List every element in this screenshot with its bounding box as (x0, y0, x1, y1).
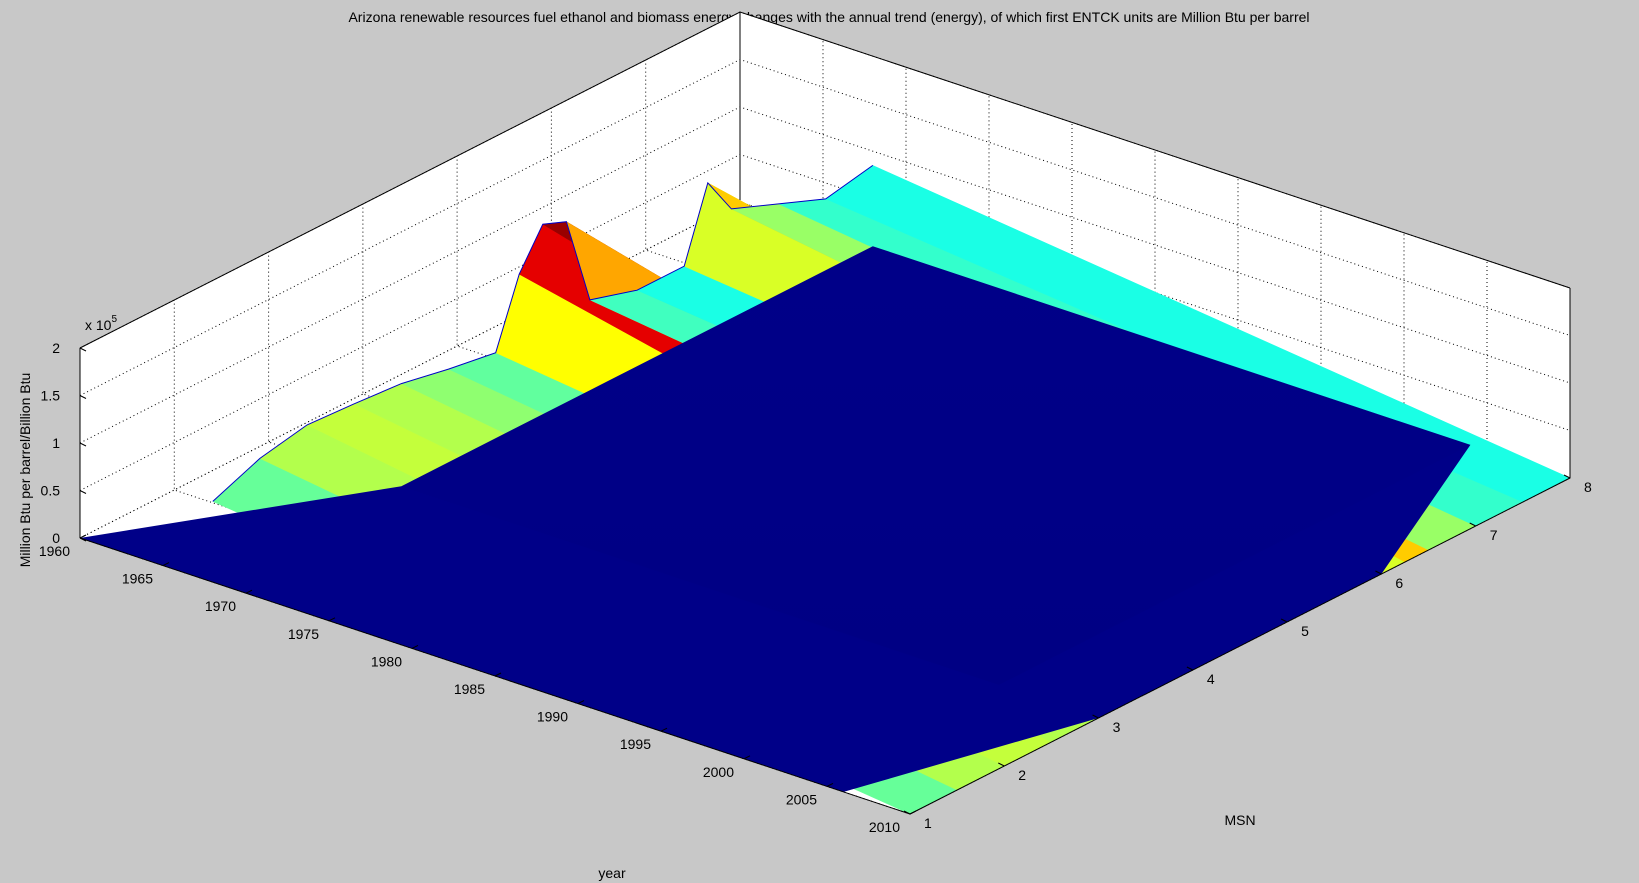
x-tick-mark (494, 672, 502, 677)
x-tick-mark (411, 644, 419, 649)
z-axis-label: Million Btu per barrel/Billion Btu (17, 373, 33, 568)
z-tick-label: 1 (52, 435, 60, 451)
z-tick-mark (79, 537, 87, 542)
tick-labels: 1960 1965 1970 1975 1980 1985 1990 1995 2000 2005… (39, 340, 1592, 835)
x-tick-label: 2000 (703, 764, 734, 780)
z-tick-mark (79, 442, 87, 447)
x-tick-mark (245, 589, 253, 594)
z-tick-label: 1.5 (41, 388, 61, 404)
grid-line-z (79, 106, 1571, 444)
surface-crest (212, 164, 874, 502)
x-tick-label: 2005 (786, 791, 817, 807)
surface (80, 164, 1571, 815)
x-tick-label: 1975 (288, 626, 319, 642)
y-tick-mark (1280, 618, 1288, 623)
x-tick-mark (909, 810, 917, 815)
chart-title: Arizona renewable resources fuel ethanol… (348, 9, 1309, 25)
x-tick-label: 1965 (122, 571, 153, 587)
y-tick-mark (1563, 474, 1571, 479)
y-tick-label: 3 (1113, 719, 1121, 735)
grid-line-z (79, 153, 1571, 491)
x-tick-label: 2010 (869, 819, 900, 835)
x-tick-mark (577, 700, 585, 705)
y-tick-label: 5 (1301, 623, 1309, 639)
y-tick-mark (1469, 522, 1476, 527)
x-tick-mark (743, 755, 751, 760)
x-axis-label: year (598, 865, 626, 881)
y-tick-label: 4 (1207, 671, 1215, 687)
x-tick-label: 1990 (537, 709, 568, 725)
x-tick-label: 1985 (454, 681, 485, 697)
x-tick-mark (826, 782, 834, 787)
y-tick-label: 6 (1395, 575, 1403, 591)
y-tick-mark (1375, 570, 1382, 575)
y-tick-label: 8 (1584, 479, 1592, 495)
y-axis-line (909, 477, 1571, 815)
grid-line-z (79, 11, 1571, 349)
y-tick-label: 7 (1490, 527, 1498, 543)
z-exponent-label: x 105 (85, 314, 117, 333)
y-tick-mark (903, 810, 911, 815)
z-tick-label: 0.5 (41, 483, 61, 499)
x-tick-mark (79, 534, 87, 539)
z-tick-mark (79, 490, 87, 494)
y-tick-label: 2 (1018, 767, 1026, 783)
z-tick-label: 2 (52, 340, 60, 356)
y-tick-mark (998, 762, 1005, 767)
x-tick-mark (328, 617, 336, 622)
back-left-panel (80, 12, 740, 538)
x-tick-mark (660, 727, 668, 732)
z-tick-label: 0 (52, 530, 60, 546)
y-tick-mark (1186, 666, 1194, 671)
x-tick-label: 1980 (371, 653, 402, 669)
x-tick-label: 1995 (620, 736, 651, 752)
z-tick-mark (79, 347, 87, 352)
y-axis-label: MSN (1224, 812, 1255, 828)
z-exponent-power: 5 (111, 314, 117, 325)
y-tick-mark (1092, 714, 1099, 719)
grid-line-z (79, 58, 1571, 396)
surface-shading (401, 246, 1471, 685)
x-tick-label: 1960 (39, 543, 70, 559)
y-tick-label: 1 (924, 815, 932, 831)
x-tick-label: 1970 (205, 598, 236, 614)
z-tick-mark (79, 395, 87, 399)
x-tick-mark (162, 562, 170, 567)
